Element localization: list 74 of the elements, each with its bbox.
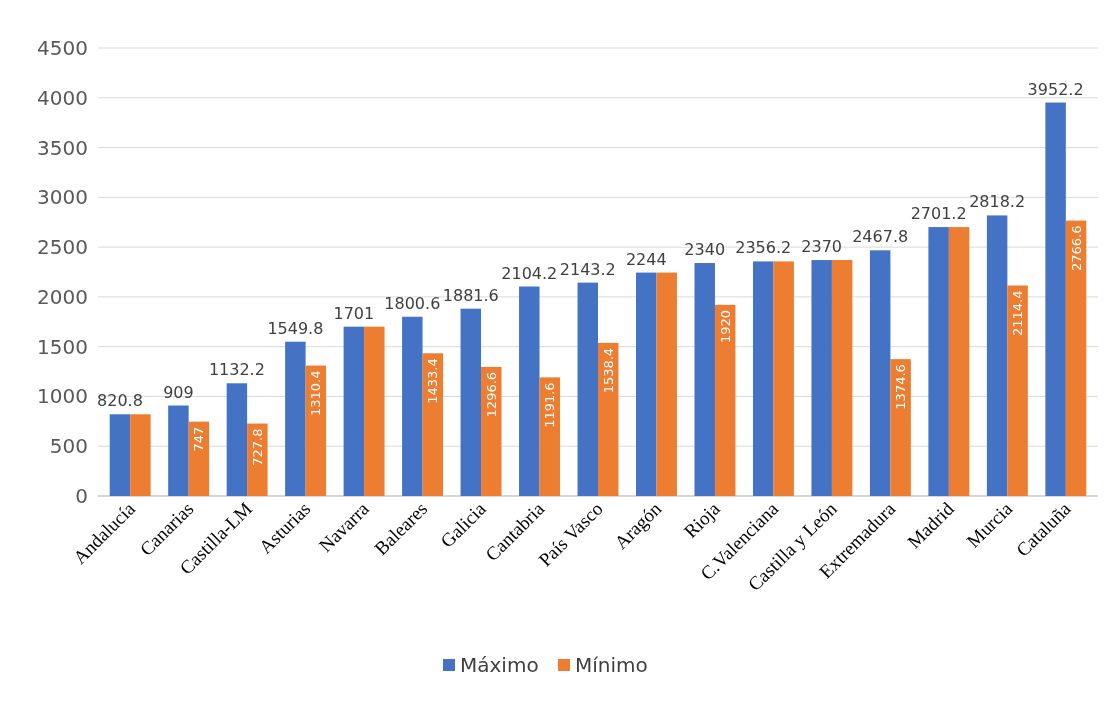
bar [481, 366, 502, 496]
data-label: 727.8 [249, 428, 265, 466]
legend-label: Mínimo [575, 653, 648, 677]
data-label: 747 [191, 426, 207, 452]
bar [1045, 102, 1066, 496]
data-label: 1191.6 [542, 382, 558, 428]
data-label: 2356.2 [735, 238, 792, 258]
bar [539, 377, 560, 496]
y-tick-label: 0 [75, 484, 88, 508]
bar [402, 316, 423, 496]
data-label: 1433.4 [425, 358, 441, 404]
data-label: 2114.4 [1010, 290, 1026, 336]
bar [636, 272, 657, 496]
bar [305, 365, 327, 496]
data-label: 2143.2 [559, 259, 616, 279]
data-label: 1374.6 [893, 364, 909, 410]
y-tick-label: 2000 [37, 284, 88, 309]
bar [928, 227, 949, 496]
bar [1007, 285, 1028, 496]
bar [598, 342, 619, 496]
bar [188, 421, 210, 496]
bar [1065, 220, 1087, 496]
data-label: 2467.8 [852, 227, 909, 247]
bar [752, 261, 774, 496]
bar [869, 250, 891, 496]
bar [577, 282, 598, 496]
data-label: 2244 [625, 249, 667, 269]
bar [343, 326, 365, 496]
bar [519, 286, 540, 496]
bar [656, 272, 677, 496]
bar [948, 227, 970, 496]
bar [130, 414, 151, 496]
y-tick-label: 3000 [37, 185, 88, 210]
data-label: 1920 [717, 309, 733, 343]
bar [773, 261, 794, 496]
data-label: 1538.4 [600, 347, 616, 394]
data-label: 1701 [333, 303, 375, 323]
bar [831, 260, 853, 496]
y-tick-label: 1500 [37, 334, 88, 359]
bar [285, 341, 306, 496]
data-label: 820.8 [97, 391, 143, 411]
bar [460, 308, 482, 496]
data-label: 1881.6 [442, 285, 499, 305]
data-label: 2340 [684, 240, 726, 260]
y-tick-label: 3500 [37, 135, 88, 160]
bar [364, 326, 385, 496]
legend-label: Máximo [460, 653, 539, 677]
data-label: 1296.6 [483, 371, 499, 418]
y-tick-label: 2500 [37, 235, 88, 260]
data-label: 2818.2 [969, 192, 1026, 212]
bar [422, 353, 444, 496]
data-label: 2766.6 [1068, 225, 1084, 272]
data-label: 3952.2 [1027, 79, 1084, 99]
bar [811, 260, 832, 496]
data-label: 1800.6 [384, 293, 441, 313]
data-label: 2701.2 [910, 204, 967, 224]
bar [714, 304, 736, 496]
data-label: 909 [163, 382, 194, 402]
bar [226, 383, 248, 496]
bar [986, 215, 1008, 496]
data-label: 1132.2 [208, 360, 265, 380]
bar [890, 359, 911, 496]
y-tick-label: 1000 [37, 384, 88, 409]
data-label: 1310.4 [308, 370, 324, 417]
data-label: 2104.2 [501, 263, 558, 283]
y-tick-label: 4000 [37, 85, 88, 110]
bar [694, 263, 715, 496]
data-label: 1549.8 [267, 318, 324, 338]
y-tick-label: 500 [49, 434, 88, 459]
bar [109, 414, 131, 496]
data-label: 2370 [801, 237, 843, 257]
y-tick-label: 4500 [37, 36, 88, 60]
bar [247, 423, 268, 496]
bar [168, 405, 189, 496]
